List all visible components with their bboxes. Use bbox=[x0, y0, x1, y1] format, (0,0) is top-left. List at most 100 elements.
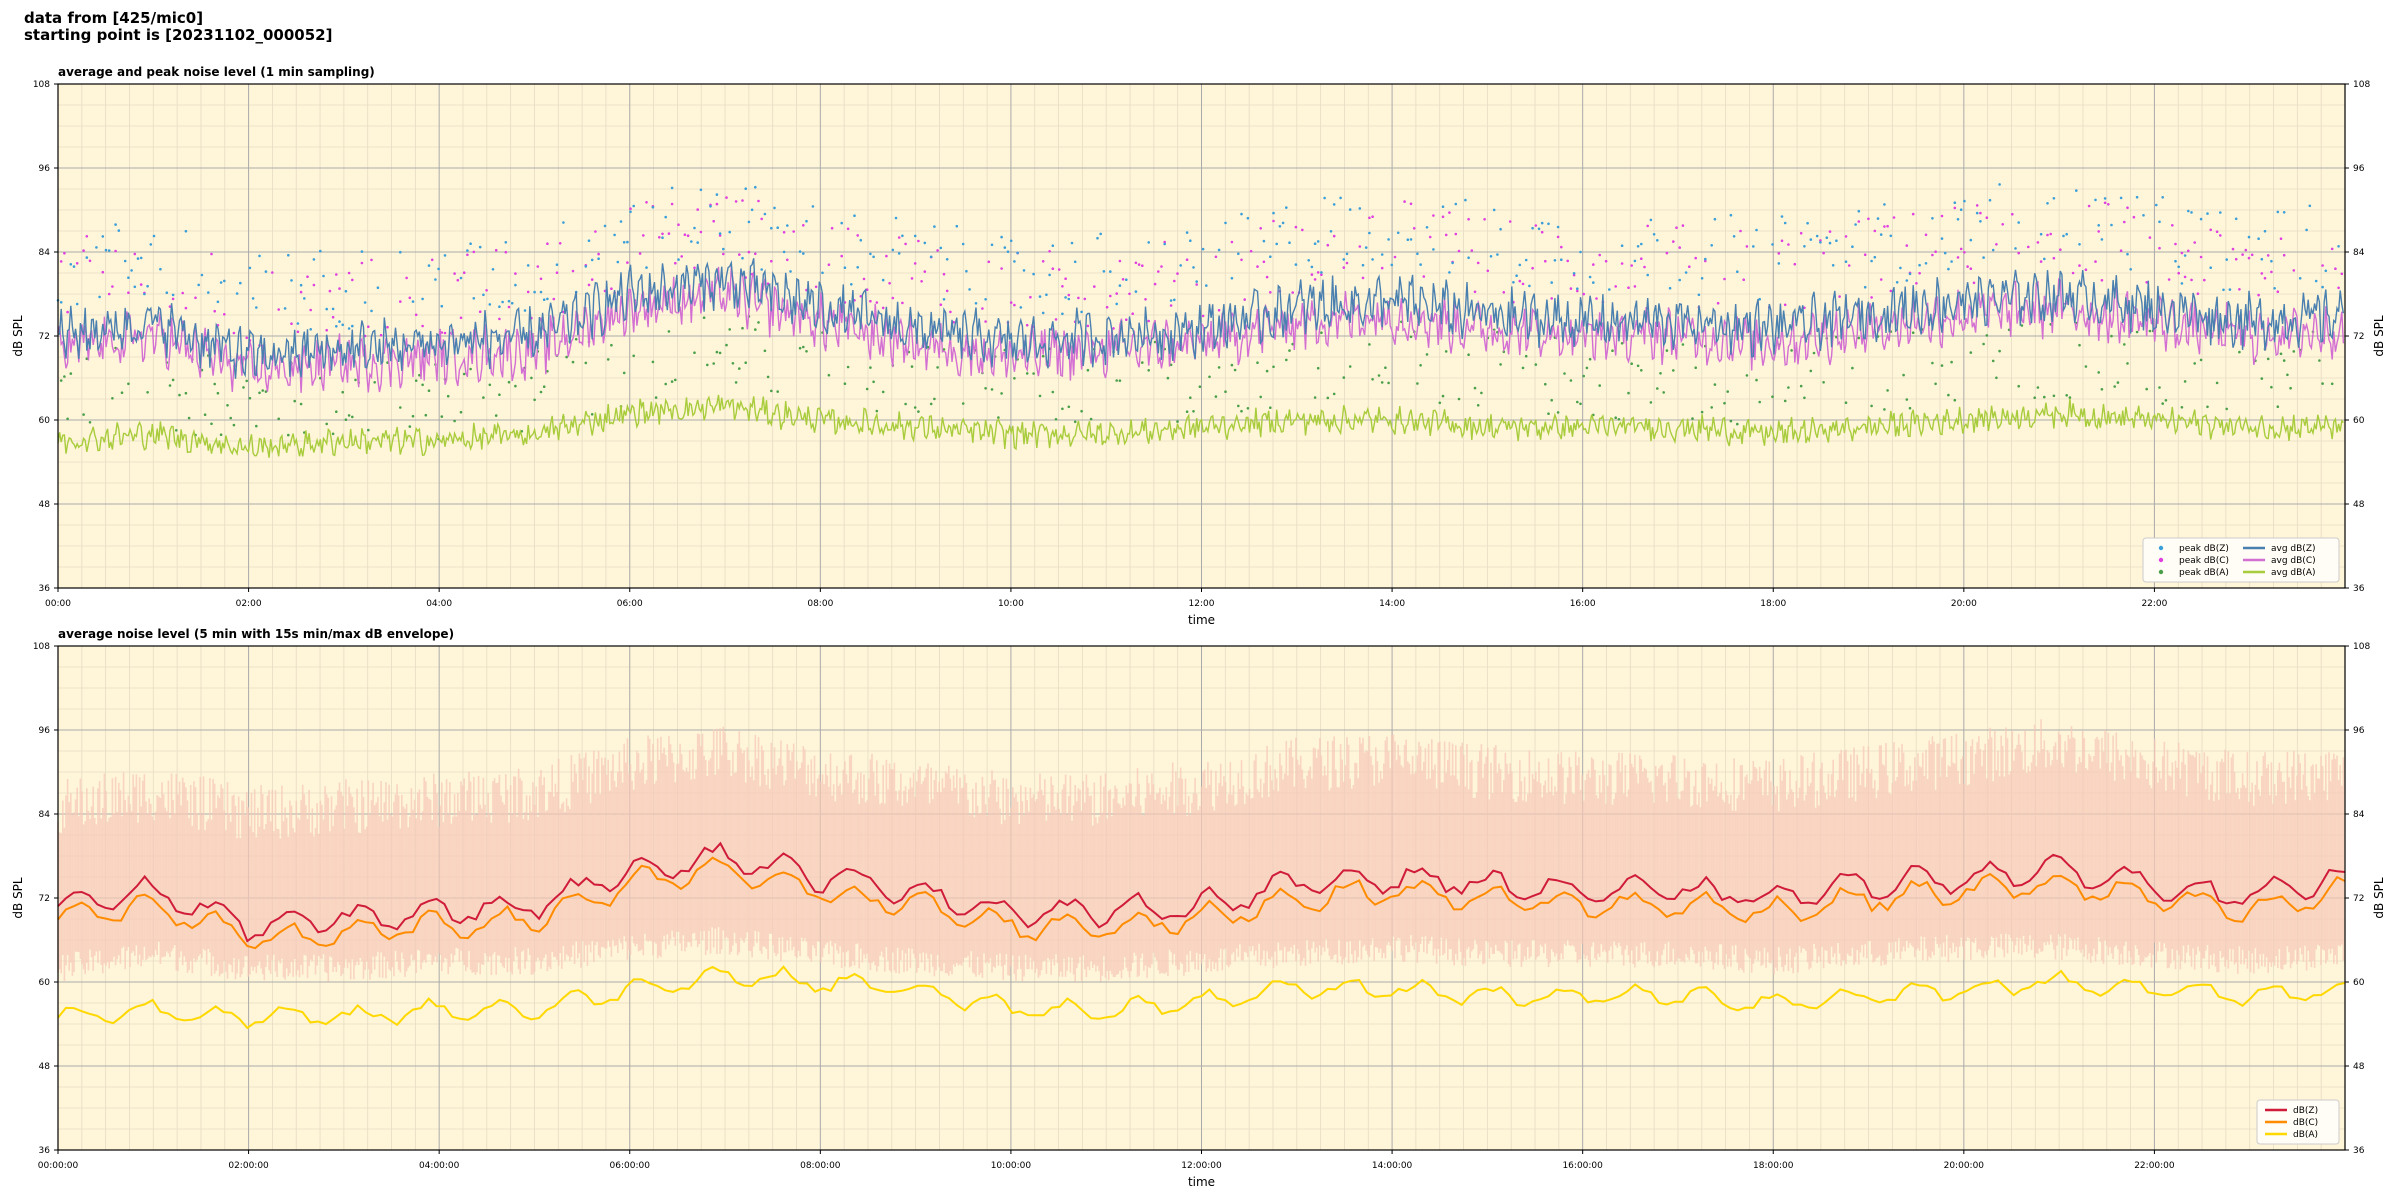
scatter-point bbox=[881, 390, 885, 394]
scatter-point bbox=[1627, 286, 1630, 290]
scatter-point bbox=[139, 256, 143, 260]
scatter-point bbox=[1512, 281, 1515, 284]
scatter-point bbox=[1521, 366, 1525, 370]
scatter-point bbox=[597, 252, 600, 256]
scatter-point bbox=[725, 196, 728, 199]
scatter-point bbox=[2286, 373, 2289, 377]
scatter-point bbox=[827, 263, 831, 267]
scatter-point bbox=[1294, 263, 1298, 266]
scatter-point bbox=[875, 301, 879, 304]
scatter-point bbox=[712, 219, 715, 223]
scatter-point bbox=[1982, 342, 1985, 346]
scatter-point bbox=[1812, 351, 1816, 355]
scatter-point bbox=[1214, 255, 1218, 259]
scatter-point bbox=[1540, 221, 1544, 225]
scatter-point bbox=[1569, 287, 1573, 290]
y-tick-label-right: 72 bbox=[2353, 894, 2364, 904]
scatter-point bbox=[1969, 238, 1973, 242]
scatter-point bbox=[2234, 257, 2238, 261]
scatter-point bbox=[494, 414, 498, 417]
scatter-point bbox=[494, 248, 498, 252]
scatter-point bbox=[1195, 283, 1198, 286]
scatter-point bbox=[731, 362, 735, 365]
scatter-point bbox=[1409, 202, 1413, 206]
scatter-point bbox=[1467, 217, 1470, 221]
panel-title: average noise level (5 min with 15s min/… bbox=[58, 627, 454, 641]
scatter-point bbox=[1364, 246, 1368, 249]
scatter-point bbox=[1240, 212, 1243, 216]
scatter-point bbox=[715, 202, 719, 206]
scatter-point bbox=[213, 309, 216, 313]
legend-marker bbox=[2158, 545, 2164, 551]
scatter-point bbox=[312, 258, 316, 261]
scatter-point bbox=[718, 351, 722, 355]
y-tick-label-right: 36 bbox=[2353, 584, 2365, 594]
scatter-point bbox=[1924, 233, 1928, 237]
scatter-point bbox=[1947, 267, 1950, 271]
scatter-point bbox=[709, 205, 712, 208]
scatter-point bbox=[2257, 237, 2260, 240]
scatter-point bbox=[1947, 393, 1950, 397]
scatter-point bbox=[2305, 228, 2308, 232]
scatter-point bbox=[2148, 329, 2152, 333]
scatter-point bbox=[1054, 418, 1058, 421]
scatter-point bbox=[840, 254, 843, 258]
scatter-point bbox=[942, 298, 946, 301]
scatter-point bbox=[1675, 226, 1678, 229]
scatter-point bbox=[798, 346, 802, 350]
scatter-point bbox=[1380, 266, 1384, 270]
scatter-point bbox=[891, 296, 895, 300]
scatter-point bbox=[248, 266, 252, 270]
scatter-point bbox=[683, 233, 687, 236]
scatter-point bbox=[1531, 266, 1534, 270]
y-tick-label-left: 108 bbox=[33, 642, 50, 652]
scatter-point bbox=[1879, 233, 1883, 236]
y-tick-label-right: 84 bbox=[2353, 810, 2365, 820]
scatter-point bbox=[2276, 210, 2280, 214]
scatter-point bbox=[1141, 264, 1144, 268]
scatter-point bbox=[2187, 249, 2190, 253]
y-tick-label-left: 60 bbox=[39, 416, 51, 426]
scatter-point bbox=[677, 258, 680, 261]
scatter-point bbox=[2123, 220, 2126, 224]
scatter-point bbox=[1640, 242, 1643, 246]
legend-label: peak dB(A) bbox=[2179, 568, 2229, 578]
scatter-point bbox=[251, 297, 255, 300]
scatter-point bbox=[1585, 366, 1589, 370]
scatter-point bbox=[741, 256, 744, 260]
scatter-point bbox=[2282, 359, 2286, 362]
scatter-point bbox=[1342, 258, 1346, 261]
scatter-point bbox=[1940, 214, 1944, 218]
y-axis-label-right: dB SPL bbox=[2372, 315, 2386, 357]
scatter-point bbox=[1326, 243, 1330, 247]
scatter-point bbox=[1678, 278, 1681, 282]
scatter-point bbox=[290, 279, 293, 282]
scatter-point bbox=[846, 227, 850, 231]
scatter-point bbox=[1828, 230, 1832, 233]
scatter-point bbox=[213, 382, 216, 386]
scatter-point bbox=[1576, 400, 1579, 404]
scatter-point bbox=[254, 424, 258, 428]
scatter-point bbox=[1412, 227, 1416, 230]
scatter-point bbox=[1508, 220, 1512, 223]
scatter-point bbox=[2231, 247, 2235, 251]
scatter-point bbox=[1540, 230, 1544, 234]
scatter-point bbox=[1863, 253, 1867, 256]
scatter-point bbox=[664, 382, 667, 386]
scatter-point bbox=[1732, 235, 1736, 238]
scatter-point bbox=[2276, 405, 2280, 409]
scatter-point bbox=[885, 254, 888, 258]
scatter-point bbox=[2199, 358, 2203, 362]
scatter-point bbox=[1956, 256, 1960, 259]
scatter-point bbox=[2145, 387, 2148, 391]
scatter-point bbox=[1230, 240, 1234, 244]
x-tick-label: 10:00:00 bbox=[991, 1161, 1032, 1171]
scatter-point bbox=[1316, 240, 1320, 243]
scatter-point bbox=[718, 232, 722, 235]
scatter-point bbox=[1777, 262, 1781, 265]
scatter-point bbox=[456, 278, 460, 282]
scatter-point bbox=[632, 204, 635, 208]
y-tick-label-left: 60 bbox=[39, 978, 51, 988]
scatter-point bbox=[2180, 406, 2184, 409]
scatter-point bbox=[232, 331, 236, 335]
